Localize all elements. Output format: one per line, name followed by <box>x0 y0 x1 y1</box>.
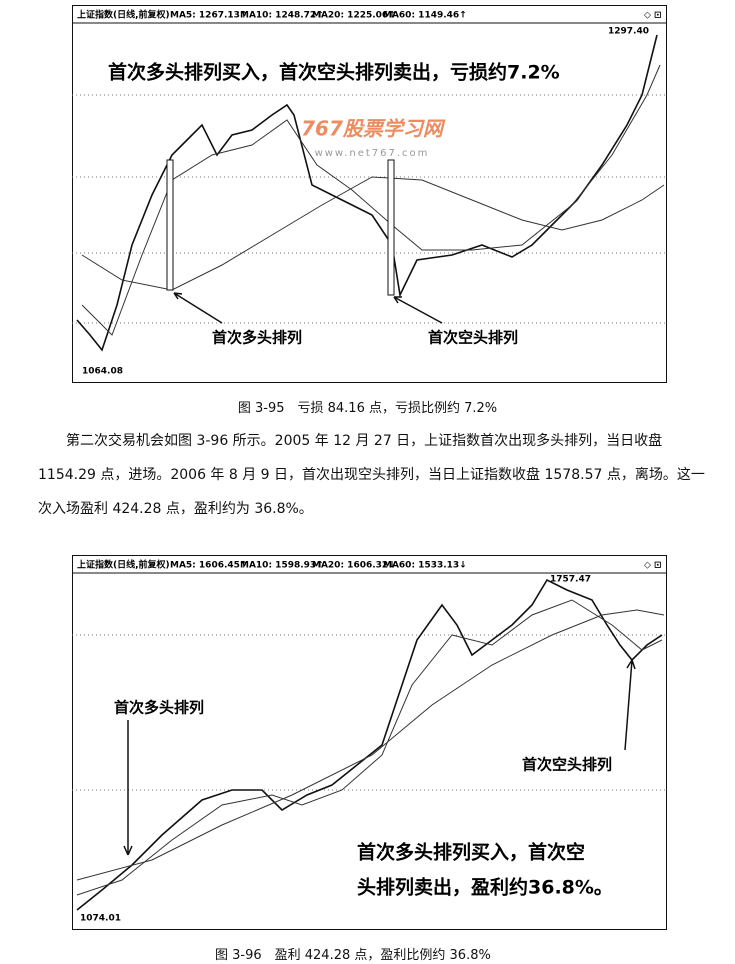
price-path <box>76 34 658 352</box>
header-label: MA20: 1225.06↑ <box>312 11 396 21</box>
arrow <box>123 720 133 856</box>
figure-chart: 上证指数(日线,前复权) MA5: 1267.13↑ MA10: 1248.72… <box>72 5 667 383</box>
header-label: MA60: 1533.13↓ <box>383 561 467 571</box>
annotation: 头排列卖出，盈利约36.8%。 <box>357 876 613 899</box>
header-label: 上证指数(日线,前复权) <box>77 559 170 571</box>
arrow <box>173 292 223 324</box>
figure-chart: 上证指数(日线,前复权) MA5: 1606.45↑ MA10: 1598.93… <box>72 555 667 930</box>
annotation: 首次空头排列 <box>522 756 612 774</box>
header-label: MA5: 1606.45↑ <box>170 561 247 571</box>
header-label: MA5: 1267.13↑ <box>170 11 247 21</box>
header-label: 上证指数(日线,前复权) <box>77 9 170 21</box>
annotation: 首次空头排列 <box>428 329 518 347</box>
arrow <box>393 296 443 324</box>
annotation: 首次多头排列买入，首次空头排列卖出，亏损约7.2% <box>108 61 560 84</box>
ma-line <box>76 599 663 896</box>
ma-line <box>81 176 665 291</box>
caption: 图 3-95 亏损 84.16 点，亏损比例约 7.2% <box>237 401 498 416</box>
header-label: MA10: 1598.93↑ <box>240 561 324 571</box>
header-icon: ◇ ⊡ <box>644 11 662 21</box>
marker-box <box>387 159 395 296</box>
annotation: 首次多头排列买入，首次空 <box>357 841 585 864</box>
chart-frame <box>72 555 667 930</box>
annotation: 首次多头排列 <box>114 699 204 717</box>
header-label: MA20: 1606.32↓ <box>312 561 396 571</box>
watermark: 767股票学习网 <box>301 117 446 141</box>
header-icon: ◇ ⊡ <box>644 561 662 571</box>
price-label: 1064.08 <box>82 367 123 377</box>
price-path <box>76 578 663 911</box>
price-label: 1757.47 <box>550 575 591 585</box>
caption: 图 3-96 盈利 424.28 点，盈利比例约 36.8% <box>215 948 491 963</box>
ma-line <box>81 64 661 336</box>
annotation: 首次多头排列 <box>212 329 302 347</box>
paragraph: 第二次交易机会如图 3-96 所示。2005 年 12 月 27 日，上证指数首… <box>38 433 705 517</box>
arrow <box>624 659 636 751</box>
header-label: MA60: 1149.46↑ <box>383 11 467 21</box>
header-label: MA10: 1248.72↑ <box>240 11 324 21</box>
price-label: 1074.01 <box>80 914 121 924</box>
watermark: www.net767.com <box>315 148 430 159</box>
ma-line <box>76 609 665 881</box>
price-label: 1297.40 <box>608 27 649 37</box>
marker-box <box>166 159 174 291</box>
